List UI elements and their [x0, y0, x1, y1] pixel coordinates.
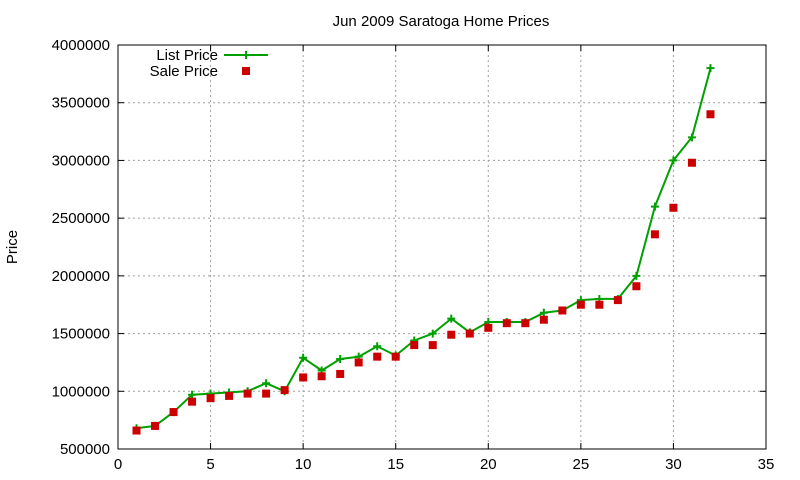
sale-price-point: [428, 341, 437, 350]
sale-price-point: [188, 397, 197, 406]
sale-price-point: [169, 408, 178, 417]
list-price-point: [669, 156, 678, 165]
sale-price-point: [465, 329, 474, 338]
sale-price-point: [595, 300, 604, 309]
x-tick-label: 5: [206, 456, 214, 473]
y-tick-label: 2000000: [52, 268, 110, 285]
sale-price-point: [373, 352, 382, 361]
y-tick-label: 3500000: [52, 95, 110, 112]
list-price-point: [299, 353, 308, 362]
sale-price-point: [354, 358, 363, 367]
legend-marker-list-price: [242, 51, 250, 59]
sale-price-point: [280, 386, 289, 395]
sale-price-point: [317, 372, 326, 381]
sale-price-point: [539, 315, 548, 324]
legend-label-sale-price: Sale Price: [150, 63, 218, 80]
x-tick-label: 30: [665, 456, 682, 473]
y-tick-label: 1000000: [52, 383, 110, 400]
list-price-point: [632, 271, 641, 280]
sale-price-point: [132, 426, 141, 435]
list-price-point: [447, 314, 456, 323]
chart-title: Jun 2009 Saratoga Home Prices: [333, 13, 550, 30]
sale-price-point: [225, 391, 234, 400]
sale-price-point: [410, 341, 419, 350]
sale-price-point: [447, 330, 456, 339]
sale-price-point: [650, 230, 659, 239]
axes: 0 5 10 15 20 25 30 35 500000 1000000 1500000 200000…: [52, 37, 775, 473]
x-tick-label: 0: [114, 456, 122, 473]
series-line-list-price: [136, 67, 712, 430]
list-price-point: [650, 202, 659, 211]
sale-price-point: [484, 323, 493, 332]
grid: [118, 45, 766, 449]
x-tick-label: 20: [480, 456, 497, 473]
x-tick-label: 10: [295, 456, 312, 473]
list-price-point: [687, 133, 696, 142]
y-axis-label: Price: [4, 230, 21, 264]
legend-swatch-sale-price: [242, 67, 250, 75]
list-price-point: [188, 390, 197, 399]
sale-price-point: [706, 110, 715, 119]
sale-price-point: [613, 296, 622, 305]
y-tick-label: 1500000: [52, 326, 110, 343]
sale-price-point: [151, 421, 160, 430]
y-tick-label: 3000000: [52, 152, 110, 169]
sale-price-point: [502, 319, 511, 328]
sale-price-point: [558, 306, 567, 315]
sale-price-point: [391, 352, 400, 361]
legend-label-list-price: List Price: [156, 47, 218, 64]
sale-price-point: [243, 389, 252, 398]
list-price-point: [336, 354, 345, 363]
plot-frame: [117, 44, 767, 450]
y-tick-label: 4000000: [52, 37, 110, 54]
list-price-point: [428, 329, 437, 338]
y-tick-label: 2500000: [52, 210, 110, 227]
sale-price-point: [299, 373, 308, 382]
list-price-point: [262, 379, 271, 388]
list-price-point: [373, 342, 382, 351]
sale-price-point: [669, 203, 678, 212]
x-tick-label: 15: [387, 456, 404, 473]
legend: List Price Sale Price: [150, 47, 268, 80]
sale-price-point: [687, 158, 696, 167]
list-price-point: [706, 64, 715, 73]
sale-price-point: [576, 300, 585, 309]
sale-price-point: [521, 319, 530, 328]
sale-price-point: [262, 389, 271, 398]
x-tick-label: 35: [758, 456, 775, 473]
sale-price-point: [632, 282, 641, 291]
list-price-point: [539, 308, 548, 317]
x-tick-label: 25: [573, 456, 590, 473]
sale-price-point: [206, 394, 215, 403]
y-tick-label: 500000: [60, 441, 110, 458]
series-area: [132, 64, 715, 435]
sale-price-point: [336, 369, 345, 378]
